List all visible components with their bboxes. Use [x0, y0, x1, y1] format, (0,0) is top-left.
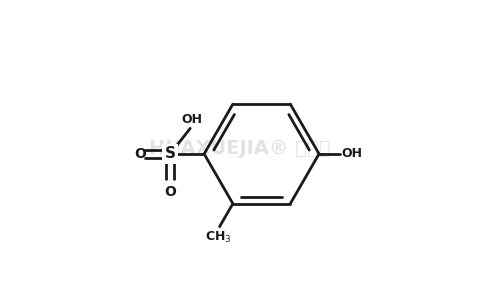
Text: OH: OH — [181, 113, 202, 126]
Text: HUAXUEJIA® 化学加: HUAXUEJIA® 化学加 — [149, 139, 330, 157]
Text: OH: OH — [341, 147, 362, 160]
Text: O: O — [164, 185, 176, 199]
Text: CH$_3$: CH$_3$ — [205, 230, 231, 245]
Text: S: S — [165, 147, 176, 161]
Text: O: O — [134, 147, 146, 161]
